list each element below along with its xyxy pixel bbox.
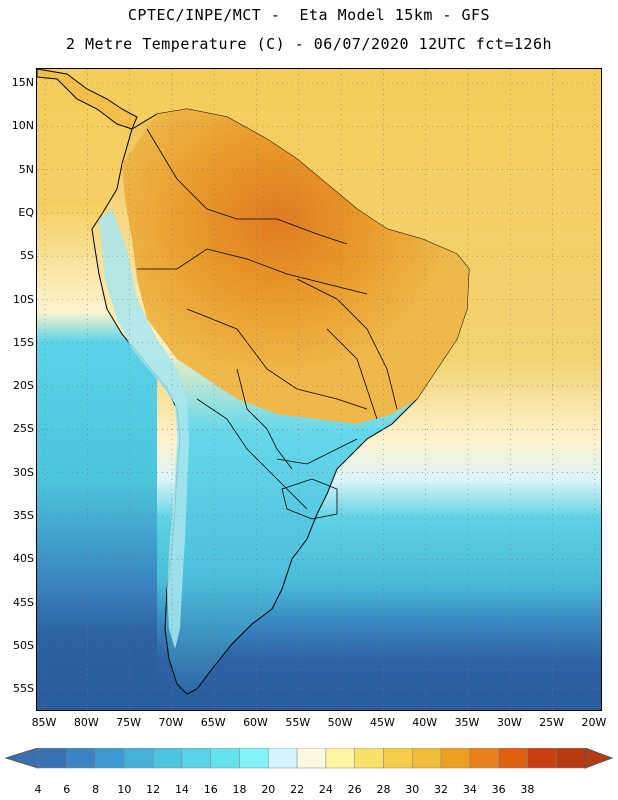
lon-label: 45W [369, 716, 395, 729]
colorbar-label: 18 [232, 783, 247, 796]
colorbar-label: 22 [290, 783, 305, 796]
colorbar-swatch [152, 748, 183, 769]
temperature-map[interactable] [36, 68, 602, 711]
lat-label: 45S [13, 595, 34, 609]
andes-cold-strip [99, 209, 189, 649]
colorbar-label: 26 [347, 783, 362, 796]
lon-label: 60W [243, 716, 268, 729]
colorbar-label: 12 [146, 783, 161, 796]
colorbar-swatch [555, 748, 586, 769]
lat-label: 5S [20, 249, 34, 263]
lat-label: 50S [13, 638, 34, 652]
colorbar-max-arrow [584, 748, 614, 769]
colorbar-label: 34 [462, 783, 477, 796]
color-scale-bar [4, 748, 614, 769]
lat-label: 10N [11, 119, 34, 133]
colorbar-label: 24 [318, 783, 333, 796]
colorbar-swatch [296, 748, 327, 769]
colorbar-label: 16 [203, 783, 218, 796]
lat-label: 20S [13, 379, 34, 393]
colorbar-swatch [440, 748, 471, 769]
colorbar-swatch [66, 748, 96, 769]
lat-label: 40S [13, 552, 34, 566]
colorbar-min-arrow [4, 748, 39, 769]
colorbar-swatch [239, 748, 269, 769]
lon-label: 70W [158, 716, 184, 729]
country-borders [137, 128, 398, 520]
chart-subtitle: 2 Metre Temperature (C) - 06/07/2020 12U… [65, 35, 553, 53]
lat-label: 35S [13, 509, 34, 522]
colorbar-swatch [124, 748, 154, 769]
colorbar-swatch [37, 748, 68, 769]
lon-label: 25W [539, 716, 565, 729]
colorbar-label: 6 [63, 783, 71, 796]
colorbar-swatch [469, 748, 499, 769]
colorbar-label: 10 [117, 783, 132, 796]
lon-label: 30W [496, 716, 522, 729]
lon-label: 80W [73, 716, 99, 729]
colorbar-label: 20 [261, 783, 276, 796]
lat-label: 15S [13, 335, 34, 349]
colorbar-swatch [412, 748, 442, 769]
colorbar-label: 38 [520, 783, 535, 796]
lat-label: 25S [13, 422, 34, 436]
lon-label: 50W [327, 716, 353, 729]
colorbar-swatch [210, 748, 240, 769]
lon-label: 40W [412, 716, 438, 729]
colorbar-label: 4 [34, 783, 42, 796]
tropical-heat-region [122, 109, 469, 424]
colorbar-swatch [498, 748, 528, 769]
lat-label: 5N [18, 162, 34, 176]
lon-label: 75W [116, 716, 142, 729]
colorbar-swatch [527, 748, 557, 769]
lon-label: 20W [581, 716, 607, 729]
map-canvas [37, 69, 601, 710]
colorbar-label: 32 [434, 783, 449, 796]
lat-lon-grid [37, 69, 601, 710]
lat-label: 15N [11, 76, 34, 89]
lat-label: 10S [13, 292, 34, 306]
colorbar-swatch [383, 748, 413, 769]
colorbar-swatch [181, 748, 211, 769]
colorbar-swatch [95, 748, 125, 769]
lon-label: 65W [200, 716, 226, 729]
colorbar-swatch [268, 748, 298, 769]
colorbar-label: 36 [491, 783, 506, 796]
lon-label: 35W [454, 716, 480, 729]
colorbar-label: 8 [92, 783, 100, 796]
chart-title: CPTEC/INPE/MCT - Eta Model 15km - GFS [127, 6, 491, 24]
colorbar-label: 30 [405, 783, 420, 796]
lat-label: 55S [13, 682, 34, 696]
colorbar-swatch [325, 748, 355, 769]
lat-label: 30S [13, 465, 34, 479]
lon-label: 55W [285, 716, 311, 729]
lat-label: EQ [18, 205, 34, 219]
lon-label: 85W [31, 716, 57, 729]
colorbar-label: 28 [376, 783, 391, 796]
colorbar-label: 14 [174, 783, 189, 796]
colorbar-swatch [354, 748, 384, 769]
